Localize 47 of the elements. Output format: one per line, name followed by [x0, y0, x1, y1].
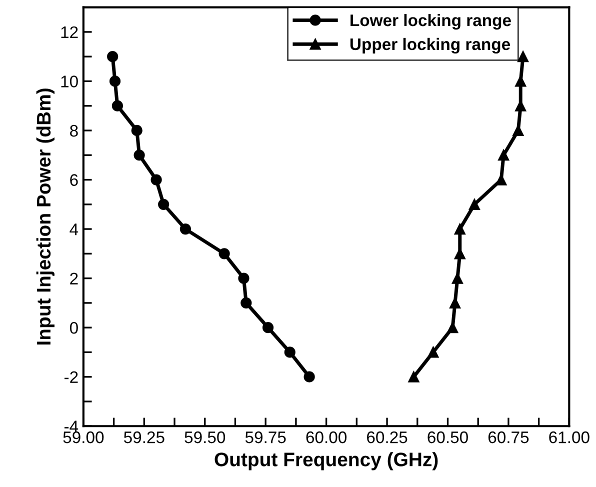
point	[240, 297, 252, 308]
point	[150, 174, 162, 186]
y-tick-label: 12	[61, 26, 78, 38]
legend-label: Upper locking range	[350, 38, 510, 54]
x-tick-label: 59.25	[124, 431, 164, 444]
x-tick-label: 59.50	[184, 431, 226, 444]
point	[284, 346, 296, 358]
y-tick-label: 4	[70, 224, 78, 236]
x-tick-label: 61.00	[549, 431, 590, 444]
point	[454, 223, 466, 235]
point	[517, 51, 529, 62]
y-tick-label: 10	[61, 76, 78, 88]
y-tick-label: 8	[70, 124, 78, 137]
point	[449, 297, 461, 308]
x-tick-label: 60.00	[306, 431, 347, 444]
point	[131, 124, 142, 136]
x-tick-label: 60.25	[367, 431, 408, 444]
x-tick-label: 60.75	[488, 431, 529, 444]
x-tick-label: 60.50	[428, 431, 468, 444]
x-tick-label: 59.00	[63, 431, 104, 444]
point	[428, 346, 439, 358]
point	[447, 322, 458, 334]
y-tick-label: 6	[70, 174, 78, 186]
y-axis-title: Input Injection Power (dBm)	[36, 88, 54, 344]
y-tick-label: -2	[64, 371, 78, 383]
point	[262, 322, 274, 334]
y-tick-label: -4	[64, 420, 78, 432]
x-axis-title: Output Frequency (GHz)	[214, 452, 438, 470]
point	[158, 198, 170, 210]
point	[515, 76, 526, 87]
point	[109, 76, 121, 87]
point	[238, 272, 250, 284]
y-tick-label: 0	[70, 322, 78, 334]
point	[107, 51, 118, 62]
point	[218, 248, 230, 260]
point	[496, 174, 507, 186]
point	[452, 272, 464, 284]
point	[304, 371, 315, 382]
x-tick-label: 59.75	[245, 431, 286, 444]
point	[468, 198, 480, 210]
point	[134, 150, 145, 161]
point	[498, 150, 510, 161]
y-tick-label: 2	[70, 272, 78, 284]
point	[180, 223, 191, 235]
point	[408, 371, 420, 382]
legend-label: Lower locking range	[350, 14, 511, 30]
point	[112, 100, 123, 112]
